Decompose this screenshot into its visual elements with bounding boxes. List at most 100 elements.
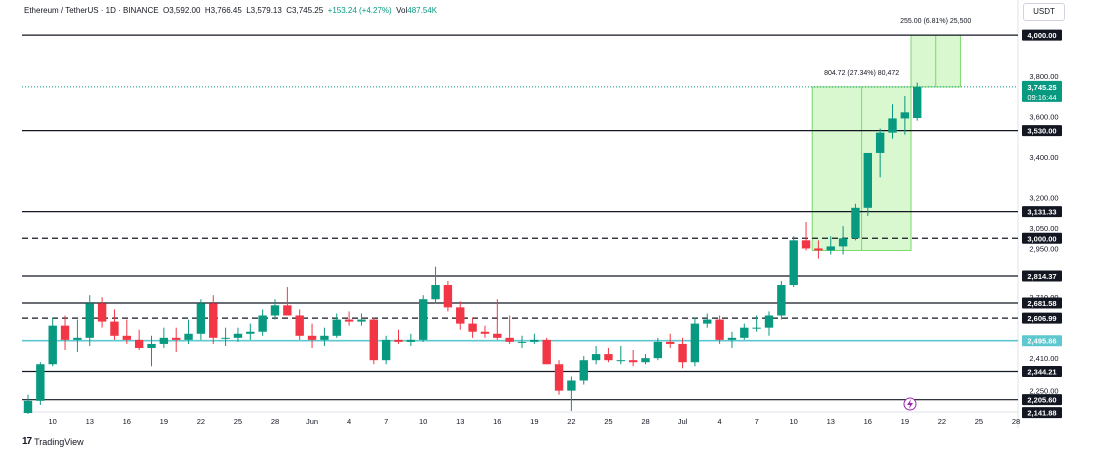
candle-body[interactable] — [690, 323, 700, 363]
measure-box-label: 255.00 (6.81%) 25,500 — [900, 18, 971, 25]
candle-body[interactable] — [666, 341, 675, 344]
price-tick-label: 3,400.00 — [1029, 153, 1058, 162]
candle-body[interactable] — [764, 315, 774, 328]
candle-body[interactable] — [814, 248, 823, 251]
time-tick-label: 16 — [864, 417, 872, 426]
candle-body[interactable] — [542, 339, 551, 365]
candle-body[interactable] — [295, 315, 304, 336]
candle-body[interactable] — [875, 132, 885, 153]
candle-body[interactable] — [394, 339, 403, 342]
candle-body[interactable] — [159, 337, 169, 344]
time-tick-label: 7 — [384, 417, 388, 426]
candle-body[interactable] — [777, 285, 786, 316]
price-level-label-box — [1022, 232, 1062, 244]
candle-body[interactable] — [184, 333, 193, 340]
candle-body[interactable] — [23, 400, 33, 413]
candles — [23, 82, 922, 415]
tradingview-logo[interactable]: 17 TradingView — [22, 436, 84, 447]
candle-body[interactable] — [530, 339, 539, 342]
candle-body[interactable] — [517, 341, 527, 343]
candle-body[interactable] — [134, 339, 144, 348]
time-tick-label: 4 — [718, 417, 722, 426]
candle-body[interactable] — [172, 337, 181, 340]
candle-body[interactable] — [900, 112, 910, 119]
price-level-label: 2,141.88 — [1027, 409, 1056, 418]
measure-box-label: 804.72 (27.34%) 80,472 — [824, 70, 899, 77]
candle-body[interactable] — [641, 358, 650, 363]
candle-body[interactable] — [406, 339, 416, 342]
candle-body[interactable] — [740, 327, 749, 338]
candle-body[interactable] — [97, 303, 107, 322]
candle-body[interactable] — [320, 335, 329, 340]
candle-body[interactable] — [258, 315, 267, 332]
candle-body[interactable] — [283, 305, 292, 316]
price-level-label-box — [1022, 125, 1062, 137]
candle-body[interactable] — [443, 285, 453, 308]
price-level-label-box — [1022, 29, 1062, 41]
candle-body[interactable] — [196, 303, 206, 334]
candle-body[interactable] — [616, 360, 625, 362]
candle-body[interactable] — [579, 360, 588, 381]
candle-body[interactable] — [456, 307, 465, 324]
candle-body[interactable] — [752, 327, 761, 329]
candle-body[interactable] — [60, 325, 70, 340]
candle-body[interactable] — [653, 341, 663, 359]
candle-body[interactable] — [110, 321, 119, 336]
price-level-label: 3,131.33 — [1027, 208, 1056, 217]
price-tick-label: 3,200.00 — [1029, 194, 1058, 203]
candle-body[interactable] — [913, 86, 922, 119]
candle-body[interactable] — [591, 354, 601, 361]
candle-body[interactable] — [344, 319, 354, 322]
time-tick-label: 22 — [938, 417, 946, 426]
time-tick-label: Jun — [306, 417, 318, 426]
price-level-label-box — [1022, 394, 1062, 406]
candle-body[interactable] — [801, 240, 811, 249]
candle-body[interactable] — [36, 364, 45, 401]
lightning-icon[interactable] — [903, 397, 917, 411]
candle-body[interactable] — [505, 337, 514, 342]
candle-body[interactable] — [147, 343, 156, 348]
candle-body[interactable] — [48, 325, 57, 365]
candle-body[interactable] — [628, 360, 638, 363]
candle-body[interactable] — [888, 118, 897, 133]
candle-body[interactable] — [357, 319, 366, 322]
candle-body[interactable] — [431, 285, 440, 300]
candle-body[interactable] — [468, 323, 477, 332]
price-tick-label: 2,950.00 — [1029, 244, 1058, 253]
candle-body[interactable] — [122, 335, 131, 340]
low-label: L — [246, 6, 251, 15]
price-tick-label: 3,050.00 — [1029, 224, 1058, 233]
candle-body[interactable] — [703, 319, 712, 324]
candle-body[interactable] — [838, 238, 848, 247]
volume-label: Vol — [396, 6, 408, 15]
candle-body[interactable] — [419, 299, 428, 340]
candle-body[interactable] — [715, 319, 724, 340]
candle-body[interactable] — [480, 331, 490, 334]
candle-body[interactable] — [554, 364, 564, 391]
candle-body[interactable] — [233, 333, 243, 338]
candle-body[interactable] — [369, 319, 378, 361]
currency-button[interactable]: USDT — [1023, 3, 1065, 21]
candle-body[interactable] — [851, 207, 860, 239]
candle-body[interactable] — [567, 380, 576, 391]
candle-body[interactable] — [73, 337, 82, 340]
candle-body[interactable] — [85, 303, 94, 338]
time-tick-label: 25 — [604, 417, 612, 426]
candle-body[interactable] — [727, 337, 737, 340]
candle-body[interactable] — [332, 319, 341, 336]
candle-body[interactable] — [604, 354, 613, 361]
candle-body[interactable] — [270, 305, 280, 316]
candle-body[interactable] — [381, 339, 391, 361]
candle-body[interactable] — [863, 152, 872, 208]
candle-body[interactable] — [826, 246, 835, 251]
candle-body[interactable] — [209, 303, 218, 338]
candle-body[interactable] — [246, 331, 255, 334]
candle-body[interactable] — [307, 335, 317, 340]
price-level-label-box — [1022, 297, 1062, 309]
price-level-label: 2,814.37 — [1027, 272, 1056, 281]
candle-body[interactable] — [789, 240, 798, 286]
candle-body[interactable] — [493, 333, 502, 338]
candle-body[interactable] — [678, 343, 687, 363]
candle-body[interactable] — [221, 337, 230, 339]
